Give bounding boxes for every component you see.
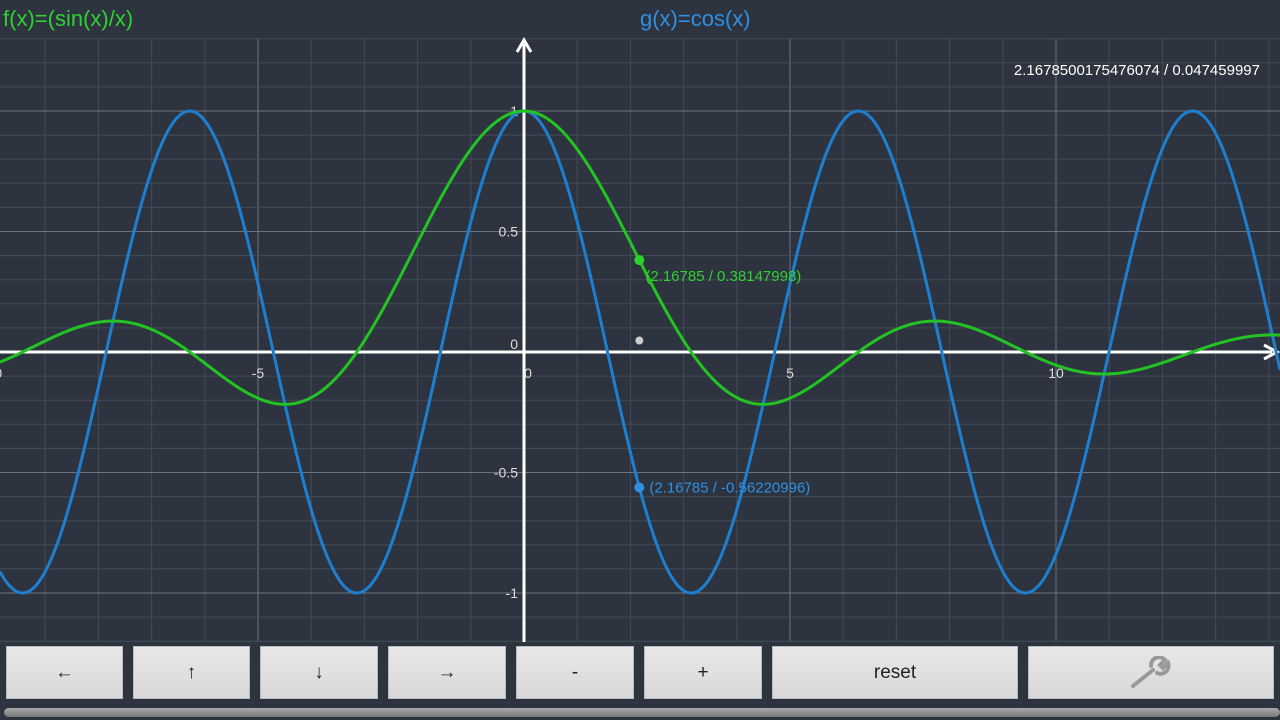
g-trace-point	[634, 482, 645, 493]
button-label: ←	[55, 661, 74, 683]
wrench-icon	[1131, 655, 1171, 688]
button-label: +	[697, 661, 709, 683]
x-tick-label: 5	[786, 365, 794, 381]
cursor-readout: 2.1678500175476074 / 0.047459997	[1013, 62, 1260, 79]
pan-right-button[interactable]: →	[388, 646, 506, 699]
y-tick-label: -1	[506, 585, 519, 601]
button-label: -	[571, 661, 579, 683]
button-bar: ← ↑ ↓ → - + reset	[0, 645, 1280, 720]
zoom-out-button[interactable]: -	[516, 646, 634, 699]
f-trace-point	[634, 255, 645, 266]
y-tick-label: 0.5	[499, 224, 519, 240]
x-tick-label: -10	[0, 365, 2, 381]
button-label: →	[437, 661, 457, 683]
reset-button[interactable]: reset	[772, 646, 1018, 699]
pan-down-button[interactable]: ↓	[260, 646, 378, 699]
button-label: ↑	[186, 661, 197, 683]
f-function-label: f(x)=(sin(x)/x)	[3, 6, 134, 31]
y-tick-label: 0	[510, 336, 518, 352]
pan-up-button[interactable]: ↑	[133, 646, 250, 699]
horizontal-scrollbar[interactable]	[4, 708, 1280, 717]
cursor-point	[635, 336, 644, 345]
pan-left-button[interactable]: ←	[6, 646, 123, 699]
y-tick-label: -0.5	[494, 465, 518, 481]
button-label: reset	[873, 661, 917, 683]
x-tick-label: -5	[252, 365, 265, 381]
settings-button[interactable]	[1028, 646, 1274, 699]
zoom-in-button[interactable]: +	[644, 646, 762, 699]
x-tick-label: 10	[1048, 365, 1064, 381]
g-function-label: g(x)=cos(x)	[640, 6, 751, 31]
f-trace-label: (2.16785 / 0.38147998)	[645, 268, 801, 285]
g-trace-label: (2.16785 / -0.56220996)	[649, 479, 810, 496]
button-label: ↓	[314, 661, 324, 683]
y-axis-arrow	[515, 37, 533, 53]
x-tick-label: 0	[524, 365, 532, 381]
